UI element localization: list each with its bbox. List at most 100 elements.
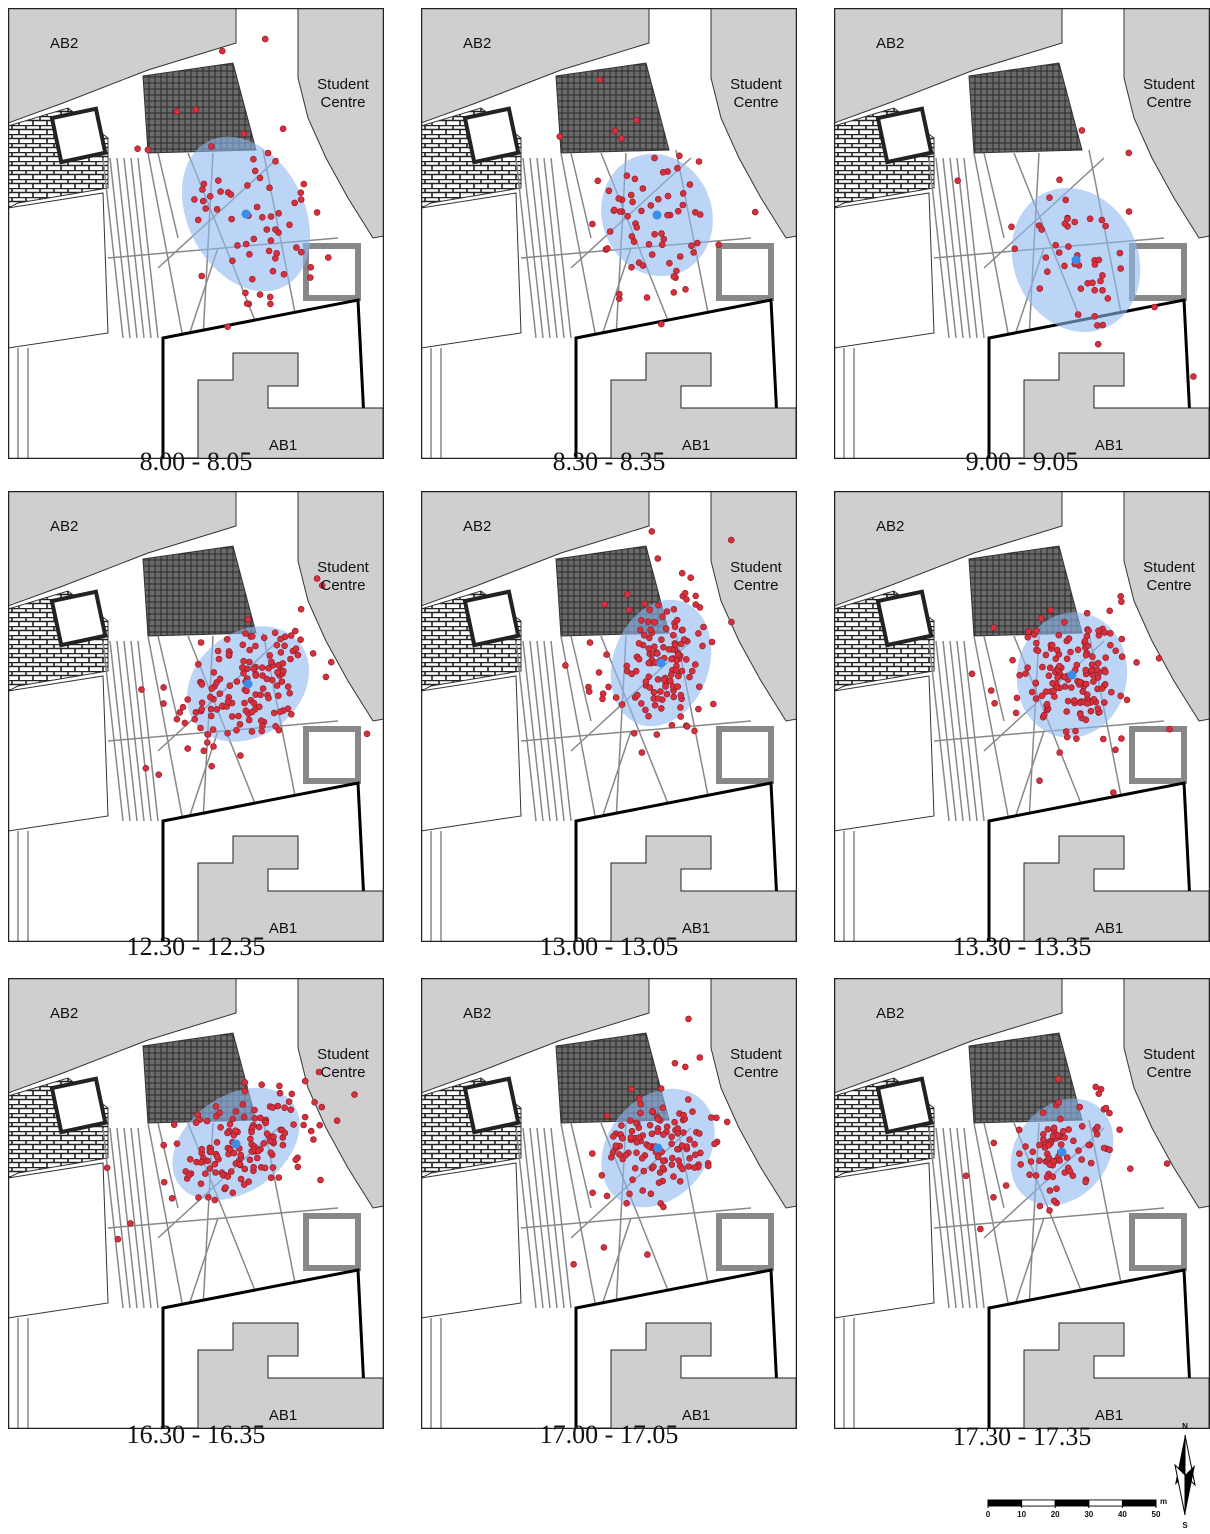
pedestrian-point <box>1117 692 1125 700</box>
pedestrian-point <box>691 1141 698 1148</box>
pedestrian-point <box>301 1077 309 1085</box>
pedestrian-point <box>1046 194 1053 201</box>
pedestrian-point <box>268 658 275 666</box>
mean-center <box>1067 670 1077 680</box>
pedestrian-point <box>1034 647 1042 655</box>
pedestrian-point <box>674 651 682 658</box>
pedestrian-point <box>243 300 251 307</box>
pedestrian-point <box>279 1141 287 1149</box>
pedestrian-point <box>155 771 162 779</box>
pedestrian-point <box>1059 1128 1067 1135</box>
pedestrian-point <box>1061 683 1069 690</box>
pedestrian-point <box>1053 646 1061 654</box>
pedestrian-point <box>663 608 671 615</box>
pedestrian-point <box>210 743 217 750</box>
pedestrian-point <box>264 149 272 157</box>
pedestrian-point <box>250 155 257 163</box>
pedestrian-point <box>237 1175 245 1183</box>
pedestrian-point <box>962 1172 970 1180</box>
pedestrian-point <box>674 1130 682 1137</box>
pedestrian-point <box>242 289 249 297</box>
pedestrian-point <box>643 294 651 301</box>
pedestrian-point <box>1033 627 1040 634</box>
pedestrian-point <box>1190 373 1197 380</box>
pedestrian-point <box>644 1251 651 1258</box>
pedestrian-point <box>1101 629 1109 636</box>
pedestrian-point <box>160 684 167 691</box>
pedestrian-point <box>654 650 661 657</box>
pedestrian-point <box>585 688 593 695</box>
pedestrian-point <box>654 1115 662 1123</box>
pedestrian-point <box>651 154 658 162</box>
pedestrian-point <box>204 739 211 746</box>
pedestrian-point <box>680 1111 687 1119</box>
pedestrian-point <box>1123 696 1131 704</box>
pedestrian-point <box>1095 1090 1103 1097</box>
pedestrian-point <box>1073 661 1081 669</box>
pedestrian-point <box>317 1176 324 1184</box>
pedestrian-point <box>677 704 684 711</box>
scale-segment <box>1054 1499 1090 1507</box>
pedestrian-point <box>216 690 224 697</box>
pedestrian-point <box>656 1169 664 1176</box>
pedestrian-point <box>255 1123 263 1131</box>
pedestrian-point <box>222 1184 229 1191</box>
pedestrian-point <box>685 1015 692 1023</box>
pedestrian-point <box>203 1117 211 1125</box>
pedestrian-point <box>333 1117 341 1124</box>
pedestrian-point <box>213 1139 221 1146</box>
pedestrian-point <box>1106 1146 1113 1154</box>
pedestrian-point <box>679 1165 686 1173</box>
pedestrian-point <box>290 1121 297 1128</box>
pedestrian-point <box>213 706 221 713</box>
pedestrian-point <box>651 701 659 709</box>
pedestrian-point <box>615 195 622 202</box>
pedestrian-point <box>1099 735 1107 743</box>
pedestrian-point <box>170 1121 178 1128</box>
pedestrian-point <box>660 1203 667 1211</box>
pedestrian-point <box>609 1149 617 1156</box>
pedestrian-point <box>247 1135 254 1143</box>
pedestrian-point <box>217 1124 224 1131</box>
pedestrian-point <box>192 1119 200 1126</box>
pedestrian-point <box>267 237 275 244</box>
pedestrian-point <box>249 275 256 283</box>
pedestrian-point <box>1074 311 1082 318</box>
pedestrian-point <box>645 659 653 667</box>
pedestrian-point <box>208 143 215 150</box>
pedestrian-point <box>632 1119 640 1127</box>
pedestrian-point <box>212 1103 220 1110</box>
building-label: Centre <box>1146 577 1191 594</box>
mean-center <box>243 679 253 689</box>
pedestrian-point <box>659 613 666 620</box>
pedestrian-point <box>204 731 212 738</box>
pedestrian-point <box>662 625 670 632</box>
pedestrian-point <box>1125 208 1133 215</box>
pedestrian-point <box>219 47 226 55</box>
pedestrian-point <box>1078 1156 1085 1163</box>
pedestrian-point <box>287 632 295 639</box>
pedestrian-point <box>1093 322 1101 329</box>
pedestrian-point <box>250 235 258 243</box>
pedestrian-point <box>1061 673 1068 681</box>
pedestrian-point <box>637 626 644 634</box>
pedestrian-point <box>160 1178 168 1186</box>
pedestrian-point <box>248 728 256 735</box>
pedestrian-point <box>1166 725 1173 733</box>
panel-caption: 9.00 - 9.05 <box>966 447 1079 476</box>
building-label: Centre <box>320 94 365 111</box>
pedestrian-point <box>173 108 181 115</box>
pedestrian-point <box>306 274 314 281</box>
pedestrian-point <box>259 672 266 679</box>
pedestrian-point <box>1026 1171 1033 1178</box>
pedestrian-point <box>688 242 695 250</box>
panel-caption: 12.30 - 12.35 <box>127 932 266 961</box>
pedestrian-point <box>194 216 202 224</box>
pedestrian-point <box>318 582 326 589</box>
pedestrian-point <box>689 1108 696 1115</box>
pedestrian-point <box>1084 691 1091 698</box>
building-label: Student <box>1143 76 1196 93</box>
